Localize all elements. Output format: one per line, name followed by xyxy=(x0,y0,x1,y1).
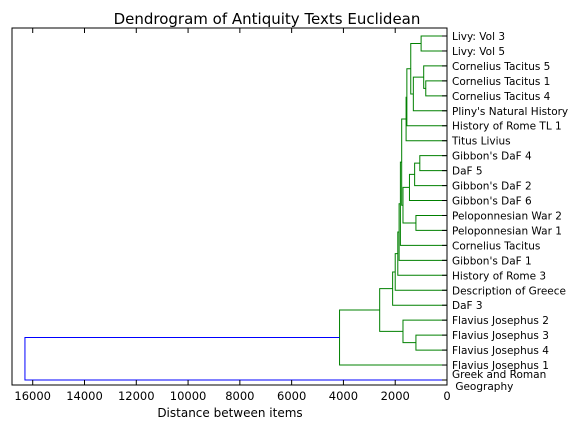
dendrogram-links xyxy=(24,35,447,381)
dendrogram-link-4 xyxy=(410,42,422,95)
dendrogram-link-10 xyxy=(415,214,447,231)
leaf-label: Gibbon's DaF 6 xyxy=(452,196,532,208)
x-tick-label: 4000 xyxy=(329,389,358,403)
leaf-label: Cornelius Tacitus xyxy=(452,240,540,252)
x-tick-label: 14000 xyxy=(66,389,103,403)
x-tick-label: 0 xyxy=(443,389,450,403)
leaf-label: Peloponnesian War 1 xyxy=(452,225,562,237)
leaf-label: Cornelius Tacitus 5 xyxy=(452,61,550,73)
x-axis-ticks: 16000 14000 12000 10000 8000 6000 4000 2000 0 xyxy=(14,28,451,403)
leaf-label: DaF 5 xyxy=(452,166,483,178)
leaf-labels: Livy: Vol 3 Livy: Vol 5 Cornelius Tacitus … xyxy=(442,31,568,393)
x-tick-label: 16000 xyxy=(14,389,51,403)
dendrogram-link-6 xyxy=(405,96,447,142)
dendrogram-link-17 xyxy=(392,271,447,306)
dendrogram-link-22 xyxy=(24,337,447,381)
dendrogram-link-3 xyxy=(412,76,447,112)
leaf-label: Description of Greece xyxy=(452,285,566,297)
leaf-label: Gibbon's DaF 4 xyxy=(452,151,532,163)
leaf-label: Flavius Josephus 2 xyxy=(452,315,549,327)
dendrogram-link-0 xyxy=(420,35,447,52)
dendrogram-link-14 xyxy=(398,203,447,261)
dendrogram-link-21 xyxy=(339,309,447,366)
dendrogram-link-2 xyxy=(423,65,447,89)
leaf-label: Titus Livius xyxy=(451,136,511,148)
chart-title: Dendrogram of Antiquity Texts Euclidean xyxy=(114,10,421,28)
dendrogram-link-12 xyxy=(401,118,407,206)
dendrogram-link-19 xyxy=(402,319,447,344)
dendrogram-link-7 xyxy=(419,155,447,172)
leaf-label: Pliny's Natural History xyxy=(452,106,568,118)
leaf-label: Greek and Roman Geography xyxy=(452,369,546,393)
dendrogram-link-16 xyxy=(394,253,447,291)
leaf-label: Peloponnesian War 2 xyxy=(452,210,562,222)
dendrogram-link-15 xyxy=(397,231,447,276)
leaf-label: Livy: Vol 3 xyxy=(452,31,505,43)
dendrogram-link-1 xyxy=(425,80,447,97)
leaf-label: Gibbon's DaF 1 xyxy=(452,255,532,267)
leaf-label: DaF 3 xyxy=(452,300,483,312)
dendrogram-link-18 xyxy=(415,334,447,351)
leaf-label: Livy: Vol 5 xyxy=(452,46,505,58)
plot-frame xyxy=(11,27,448,386)
leaf-label: Cornelius Tacitus 1 xyxy=(452,76,550,88)
leaf-label: Gibbon's DaF 2 xyxy=(452,181,532,193)
dendrogram-link-8 xyxy=(414,162,447,187)
x-tick-label: 10000 xyxy=(170,389,207,403)
leaf-label: History of Rome 3 xyxy=(452,270,546,282)
leaf-label: History of Rome TL 1 xyxy=(452,121,562,133)
x-tick-label: 12000 xyxy=(118,389,155,403)
leaf-label: Flavius Josephus 1 xyxy=(452,360,549,372)
dendrogram-link-13 xyxy=(399,161,447,246)
x-axis-label: Distance between items xyxy=(157,406,302,420)
leaf-label: Flavius Josephus 3 xyxy=(452,330,549,342)
leaf-label: Flavius Josephus 4 xyxy=(452,345,549,357)
dendrogram-link-20 xyxy=(379,288,403,332)
x-tick-label: 8000 xyxy=(225,389,254,403)
x-tick-label: 2000 xyxy=(381,389,410,403)
x-tick-label: 6000 xyxy=(277,389,306,403)
leaf-label: Cornelius Tacitus 4 xyxy=(452,91,551,103)
